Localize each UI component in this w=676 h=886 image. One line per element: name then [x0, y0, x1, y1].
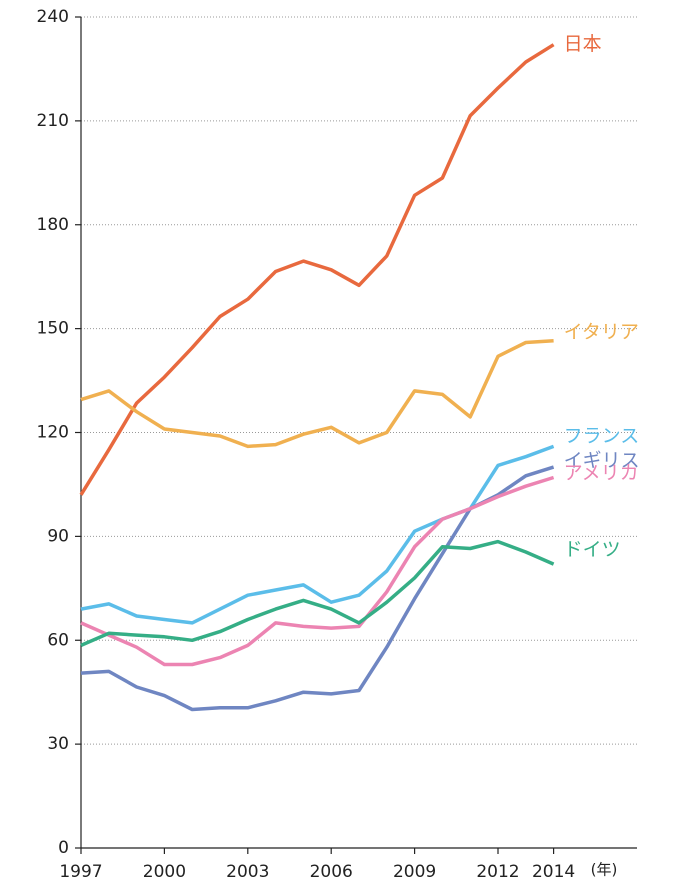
x-tick-label: 2012 [476, 862, 519, 882]
x-tick-label: 2009 [393, 862, 436, 882]
data-line [80, 444, 555, 625]
data-line [79, 43, 555, 496]
series-label: アメリカ [564, 462, 639, 484]
x-tick-label: 2006 [310, 862, 353, 882]
y-tick-label: 240 [37, 7, 69, 27]
data-line [80, 539, 555, 648]
x-unit: (年) [591, 861, 618, 879]
y-tick-label: 150 [37, 319, 69, 339]
data-line [80, 338, 554, 449]
y-tick-label: 30 [47, 734, 69, 754]
series-label: フランス [564, 425, 640, 447]
y-tick-label: 90 [47, 526, 69, 546]
y-tick-label: 60 [47, 630, 69, 650]
series-label: イタリア [564, 321, 639, 343]
series-label: ドイツ [564, 539, 621, 561]
series-label: 日本 [564, 33, 602, 55]
y-tick-label: 210 [37, 111, 69, 131]
x-tick-label: 2014 [532, 862, 575, 882]
y-tick-label: 120 [37, 423, 69, 443]
x-tick-label: 1997 [59, 862, 102, 882]
y-tick-label: 180 [37, 215, 69, 235]
y-tick-label: 0 [58, 838, 69, 858]
series-label: イギリス [564, 450, 640, 472]
x-tick-label: 2003 [226, 862, 269, 882]
data-line [80, 475, 555, 667]
x-tick-label: 2000 [143, 862, 186, 882]
